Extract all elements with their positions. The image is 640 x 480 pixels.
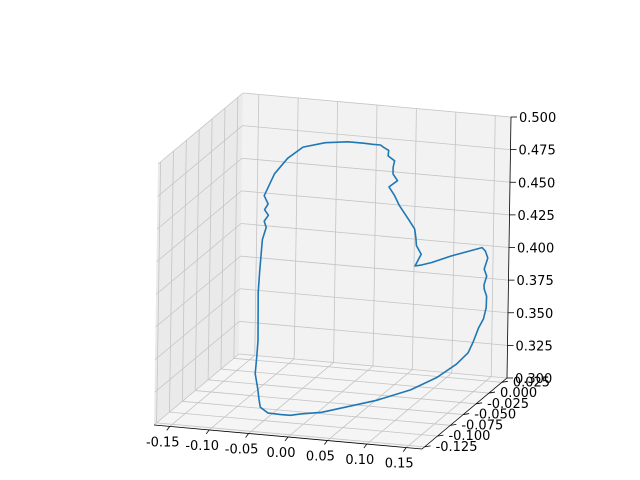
z-tick-label-1: 0.325	[516, 339, 553, 354]
y-tick-label-3: -0.050	[474, 408, 516, 423]
z-gridline-side-4	[155, 223, 242, 295]
x-gridline-floor-2	[248, 362, 334, 434]
z-gridline-side-2	[154, 288, 241, 361]
y-gridline-floor-3	[195, 390, 464, 415]
x-tick-mark-0	[166, 426, 171, 431]
x-tick-label-5: 0.10	[345, 453, 374, 468]
y-tick-label-4: -0.025	[487, 397, 529, 412]
z-tick-label-8: 0.500	[519, 111, 556, 126]
z-gridline-side-8	[157, 92, 244, 165]
y-gridline-floor-0	[156, 422, 425, 448]
x-tick-label-1: -0.10	[185, 439, 219, 454]
y-gridline-floor-4	[208, 379, 477, 405]
x-gridline-floor-4	[327, 369, 413, 441]
x-tick-label-4: 0.05	[306, 450, 335, 465]
y-tick-label-6: 0.025	[513, 375, 550, 390]
x-tick-mark-3	[284, 436, 289, 442]
z-tick-label-6: 0.450	[518, 176, 555, 191]
z-gridline-back-7	[242, 125, 511, 151]
x-gridline-floor-1	[208, 358, 295, 431]
z-gridline-back-2	[239, 288, 509, 314]
x-tick-mark-2	[245, 433, 249, 438]
x-gridline-floor-3	[287, 365, 374, 438]
z-gridline-back-4	[240, 223, 510, 248]
y-tick-mark-2	[450, 423, 457, 426]
y-axis-line	[421, 377, 508, 450]
z-tick-label-3: 0.375	[517, 274, 554, 289]
x-tick-label-3: 0.00	[267, 446, 296, 461]
z-tick-label-7: 0.475	[519, 144, 556, 159]
z-tick-label-5: 0.425	[518, 209, 555, 224]
z-gridline-back-5	[241, 190, 510, 216]
z-gridline-side-5	[156, 190, 242, 263]
x-gridline-floor-5	[366, 372, 453, 445]
x-tick-mark-5	[363, 443, 368, 449]
y-tick-label-2: -0.075	[461, 418, 503, 433]
y-tick-mark-6	[501, 380, 508, 383]
x-gridline-floor-6	[405, 376, 492, 448]
z-gridline-side-0	[153, 353, 240, 426]
y-tick-label-5: 0.000	[500, 386, 537, 401]
x-tick-label-6: 0.15	[385, 457, 414, 472]
z-gridline-back-3	[240, 255, 509, 281]
x-tick-label-2: -0.05	[225, 442, 259, 457]
x-tick-label-0: -0.15	[146, 435, 180, 450]
y-tick-mark-1	[437, 434, 444, 437]
series-line-0	[254, 141, 489, 417]
z-gridline-side-1	[154, 321, 240, 393]
y-gridline-floor-5	[220, 368, 490, 394]
z-gridline-back-1	[239, 320, 508, 346]
z-gridline-back-0	[238, 353, 508, 379]
z-gridline-side-6	[156, 157, 243, 230]
z-tick-label-0: 0.300	[515, 372, 552, 387]
y-gridline-floor-1	[169, 411, 438, 437]
y-tick-mark-0	[424, 445, 431, 448]
y-tick-mark-5	[488, 391, 496, 394]
y-gridline-floor-6	[233, 357, 502, 383]
y-tick-label-0: -0.125	[436, 440, 478, 455]
y-tick-mark-4	[476, 402, 483, 405]
z-tick-label-2: 0.350	[516, 307, 553, 322]
z-gridline-back-8	[242, 92, 512, 118]
z-gridline-side-7	[157, 125, 243, 197]
z-gridline-side-3	[155, 255, 241, 328]
z-gridline-back-6	[241, 157, 511, 183]
x-tick-mark-1	[205, 429, 210, 435]
x-tick-mark-6	[402, 447, 407, 452]
y-tick-mark-3	[463, 413, 470, 415]
x-gridline-floor-0	[169, 355, 256, 427]
x-tick-mark-4	[324, 440, 328, 445]
z-tick-label-4: 0.400	[517, 242, 554, 257]
y-tick-label-1: -0.100	[448, 429, 490, 444]
